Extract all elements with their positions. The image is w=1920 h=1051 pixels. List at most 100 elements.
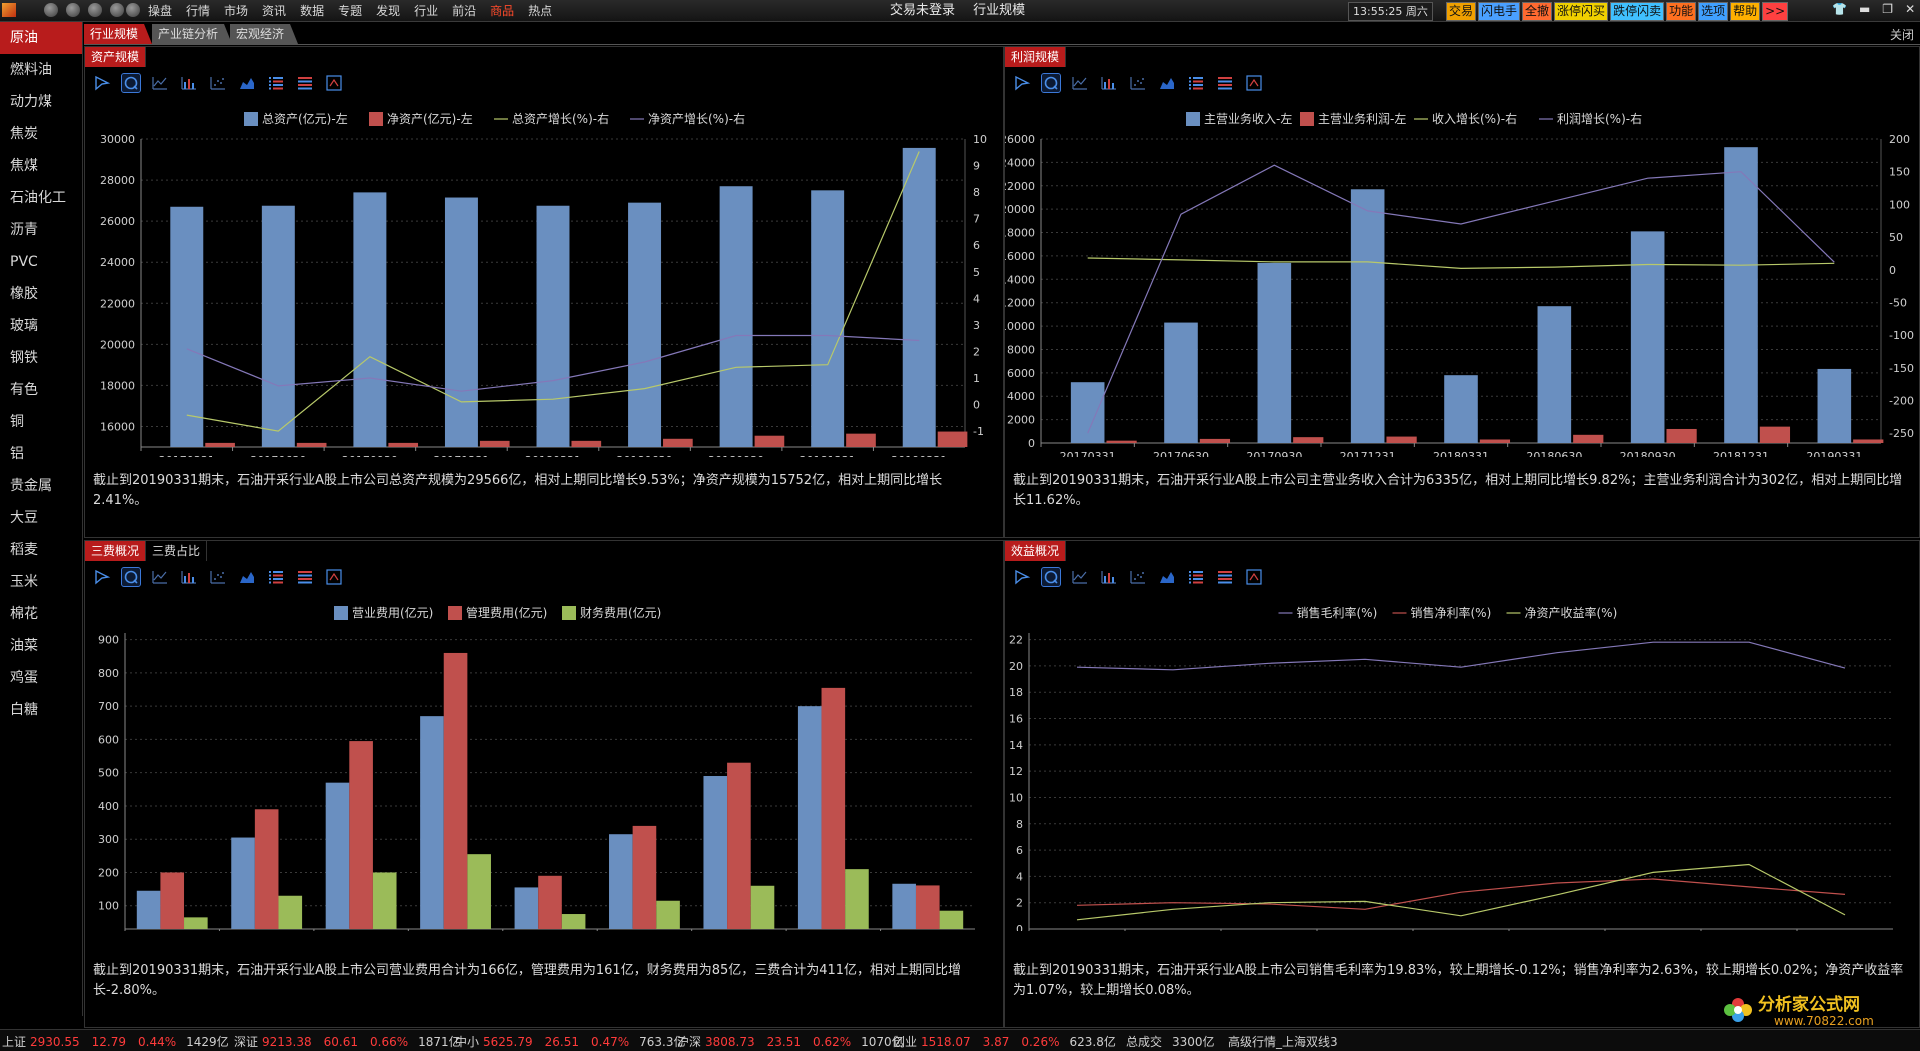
sidebar-item[interactable]: 鸡蛋 — [10, 670, 38, 686]
bar[interactable] — [1724, 147, 1758, 443]
scatter-tool-icon[interactable] — [209, 74, 227, 92]
nav-refresh-icon[interactable] — [88, 3, 102, 17]
line-chart-tool-icon[interactable] — [1071, 74, 1089, 92]
menu-item[interactable]: 资讯 — [262, 4, 287, 18]
menu-item[interactable]: 发现 — [376, 4, 401, 18]
top-tab[interactable]: 宏观经济 — [230, 24, 298, 44]
bar[interactable] — [821, 687, 846, 929]
refresh-tool-icon[interactable] — [121, 567, 141, 587]
toolbar-button[interactable]: 帮助 — [1730, 2, 1761, 21]
bar[interactable] — [1164, 322, 1198, 443]
bar[interactable] — [609, 834, 633, 929]
area-chart-tool-icon[interactable] — [238, 74, 256, 92]
bar[interactable] — [750, 885, 775, 929]
skin-icon[interactable]: 👕 — [1832, 2, 1847, 16]
sidebar-item[interactable]: 白糖 — [10, 702, 38, 718]
scatter-tool-icon[interactable] — [1129, 568, 1147, 586]
bar[interactable] — [467, 854, 491, 929]
sidebar-item[interactable]: 焦煤 — [10, 158, 38, 174]
sidebar-item[interactable]: 有色 — [10, 382, 38, 398]
bar[interactable] — [797, 706, 822, 929]
nav-back-icon[interactable] — [44, 3, 58, 17]
list-tool-icon[interactable] — [267, 568, 285, 586]
series-line[interactable] — [1076, 863, 1846, 921]
list-tool-icon[interactable] — [1187, 568, 1205, 586]
bar[interactable] — [892, 883, 916, 929]
top-tab[interactable]: 产业链分析 — [152, 24, 232, 44]
series-line[interactable] — [1076, 878, 1846, 910]
bar[interactable] — [902, 147, 936, 447]
top-tab[interactable]: 行业规模 — [84, 24, 152, 44]
bar[interactable] — [536, 205, 570, 447]
menu-item[interactable]: 数据 — [300, 4, 325, 18]
series-line[interactable] — [1076, 641, 1846, 671]
bar[interactable] — [1479, 439, 1511, 443]
menu-item[interactable]: 操盘 — [148, 4, 173, 18]
bar-chart-tool-icon[interactable] — [1100, 74, 1118, 92]
sidebar-item[interactable]: 燃料油 — [10, 62, 52, 78]
bar[interactable] — [719, 186, 753, 447]
bar[interactable] — [1386, 436, 1417, 443]
close-icon[interactable]: ✕ — [1905, 2, 1916, 16]
toolbar-button[interactable]: 交易 — [1446, 2, 1477, 21]
bar[interactable] — [754, 435, 785, 447]
bar-chart-tool-icon[interactable] — [1100, 568, 1118, 586]
sidebar-item[interactable]: 油菜 — [10, 638, 38, 654]
export-tool-icon[interactable] — [1245, 74, 1263, 92]
toolbar-button[interactable]: 跌停闪卖 — [1610, 2, 1665, 21]
bar[interactable] — [561, 914, 586, 929]
sidebar-item[interactable]: 玻璃 — [10, 318, 38, 334]
sidebar-item[interactable]: 橡胶 — [10, 286, 38, 302]
bar[interactable] — [571, 440, 602, 447]
bar[interactable] — [845, 869, 869, 929]
bar[interactable] — [1666, 428, 1697, 443]
bar[interactable] — [703, 776, 728, 929]
list-tool-icon[interactable] — [1187, 74, 1205, 92]
export-tool-icon[interactable] — [325, 568, 343, 586]
index-ticker[interactable]: 深证 9213.38 60.61 0.66% 1871亿 — [234, 1033, 461, 1050]
bar[interactable] — [846, 433, 876, 447]
sidebar-item[interactable]: 铜 — [10, 414, 24, 430]
bar[interactable] — [1106, 440, 1137, 443]
minimize-icon[interactable]: ▬ — [1858, 2, 1871, 16]
toolbar-button[interactable]: 闪电手 — [1478, 2, 1521, 21]
export-tool-icon[interactable] — [1245, 568, 1263, 586]
area-chart-tool-icon[interactable] — [1158, 74, 1176, 92]
bar[interactable] — [160, 872, 185, 929]
export-tool-icon[interactable] — [325, 74, 343, 92]
maximize-icon[interactable]: ❐ — [1882, 2, 1894, 16]
sidebar-item[interactable]: 石油化工 — [10, 190, 66, 206]
bar[interactable] — [231, 837, 255, 929]
line-chart-tool-icon[interactable] — [1071, 568, 1089, 586]
toolbar-button[interactable]: 涨停闪买 — [1554, 2, 1609, 21]
data-feed[interactable]: 高级行情_上海双线3 — [1228, 1035, 1338, 1049]
bar[interactable] — [372, 872, 397, 929]
table-tool-icon[interactable] — [296, 568, 314, 586]
menu-item[interactable]: 市场 — [224, 4, 249, 18]
bar[interactable] — [1350, 189, 1385, 443]
table-tool-icon[interactable] — [1216, 568, 1234, 586]
menu-item[interactable]: 行情 — [186, 4, 211, 18]
nav-up-icon[interactable] — [126, 3, 140, 17]
bar[interactable] — [1199, 438, 1231, 443]
sidebar-item[interactable]: 沥青 — [10, 222, 38, 238]
panel-tab[interactable]: 效益概况 — [1005, 541, 1067, 561]
toolbar-button[interactable]: 全撤 — [1522, 2, 1553, 21]
bar[interactable] — [296, 442, 327, 447]
refresh-tool-icon[interactable] — [1041, 567, 1061, 587]
select-tool-icon[interactable] — [93, 74, 111, 92]
scatter-tool-icon[interactable] — [1129, 74, 1147, 92]
panel-tab[interactable]: 利润规模 — [1005, 47, 1067, 67]
sidebar-item[interactable]: 铝 — [10, 446, 24, 462]
area-chart-tool-icon[interactable] — [238, 568, 256, 586]
bar[interactable] — [1817, 368, 1852, 443]
panel-tab[interactable]: 三费占比 — [146, 541, 208, 561]
sidebar-item[interactable]: 稻麦 — [10, 542, 38, 558]
login-status[interactable]: 交易未登录 — [890, 3, 956, 18]
bar[interactable] — [632, 825, 657, 929]
bar[interactable] — [663, 438, 693, 447]
panel-tab[interactable]: 资产规模 — [85, 47, 147, 67]
bar[interactable] — [538, 875, 562, 929]
table-tool-icon[interactable] — [1216, 74, 1234, 92]
table-tool-icon[interactable] — [296, 74, 314, 92]
